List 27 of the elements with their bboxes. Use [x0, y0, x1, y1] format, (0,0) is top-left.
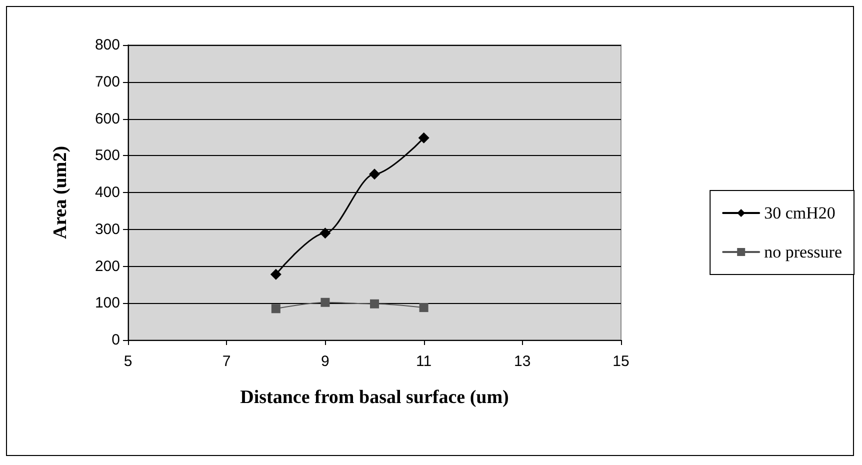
y-tick-label: 0 — [112, 332, 120, 348]
point — [271, 304, 280, 314]
legend-label: no pressure — [764, 242, 842, 262]
x-axis-title: Distance from basal surface (um) — [240, 387, 509, 408]
point — [419, 303, 428, 312]
y-tick-label: 700 — [94, 73, 120, 90]
x-tick-label: 5 — [124, 353, 132, 370]
y-tick-label: 800 — [94, 36, 120, 54]
y-tick-label: 400 — [94, 184, 120, 201]
x-tick-label: 9 — [321, 353, 330, 370]
x-tick-label: 13 — [514, 353, 531, 370]
y-tick-label: 100 — [94, 294, 120, 312]
point — [270, 268, 282, 280]
point — [418, 132, 430, 144]
point — [369, 168, 380, 180]
y-tick-label: 200 — [94, 258, 120, 275]
y-tick-label: 500 — [94, 147, 120, 164]
x-tick-label: 15 — [612, 353, 630, 370]
y-axis-title: Area (um2) — [50, 146, 71, 240]
point — [320, 298, 330, 307]
point — [320, 228, 331, 239]
legend-label: 30 cmH20 — [764, 204, 836, 222]
x-tick-label: 11 — [416, 353, 432, 370]
y-tick-label: 600 — [94, 110, 120, 128]
y-tick-label: 300 — [94, 220, 120, 238]
x-tick-label: 7 — [222, 353, 231, 370]
point — [370, 299, 379, 308]
